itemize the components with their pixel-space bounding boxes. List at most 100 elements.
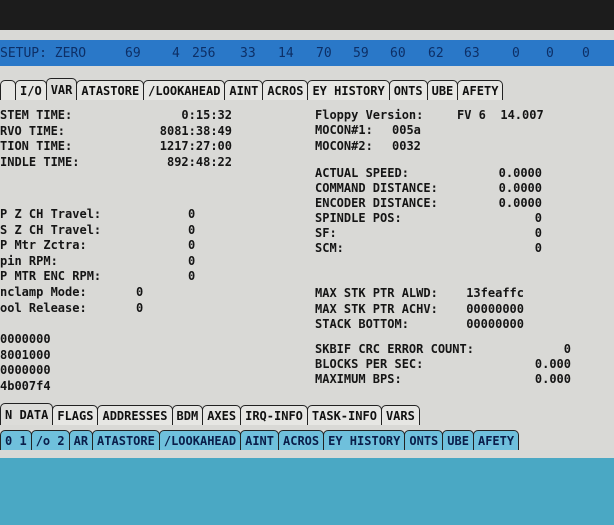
right-motion-4-label: SF: <box>315 226 337 240</box>
left-travel-1-label: S Z CH Travel: <box>0 222 102 237</box>
left-modes-0-label: nclamp Mode: <box>0 285 87 299</box>
left-times-1-value: 8081:38:49 <box>159 123 232 138</box>
tab--lookahead[interactable]: /LOOKAHEAD <box>143 80 226 100</box>
left-times-0-value: 0:15:32 <box>181 108 232 122</box>
right-stack-2-label: STACK BOTTOM: <box>315 317 409 331</box>
status-value: 4 <box>172 45 180 61</box>
right-skbif-0-value: 0 <box>563 342 571 356</box>
right-motion-0-value: 0.0000 <box>498 166 542 180</box>
right-mocon-0-value: 005a <box>392 123 421 137</box>
right-motion-1-value: 0.0000 <box>498 181 542 195</box>
tab-ube[interactable]: UBE <box>442 430 474 450</box>
setup-label: SETUP: ZERO <box>0 45 87 61</box>
status-value: 33 <box>240 45 256 61</box>
tab-afety[interactable]: AFETY <box>457 80 504 100</box>
right-motion-5-value: 0 <box>534 241 542 255</box>
tab-onts[interactable]: ONTS <box>388 80 428 100</box>
lower-tab-bar: 0 1/o 2 AR ATASTORE/LOOKAHEAD AINT ACROS EY H… <box>0 428 520 450</box>
right-mocon-1-label: MOCON#2: <box>315 138 373 153</box>
tab-var[interactable]: VAR <box>45 78 78 100</box>
right-motion-0-label: ACTUAL SPEED: <box>315 166 409 180</box>
tab-onts[interactable]: ONTS <box>404 430 444 450</box>
tab-bdm[interactable]: BDM <box>171 405 204 425</box>
tab-blank[interactable] <box>0 80 16 100</box>
tab-afety[interactable]: AFETY <box>472 430 520 450</box>
right-stack-0-label: MAX STK PTR ALWD: <box>315 286 438 300</box>
status-value: 0 <box>582 45 590 61</box>
left-hex-0: 0000000 <box>0 332 51 346</box>
tab-task-info[interactable]: TASK-INFO <box>306 405 382 425</box>
tab-ey-history[interactable]: EY HISTORY <box>307 80 390 100</box>
right-motion-3-label: SPINDLE POS: <box>315 211 402 225</box>
setup-status-bar: SETUP: ZERO 69 4 256 33 14 70 59 60 62 6… <box>0 40 614 66</box>
left-times-2-label: TION TIME: <box>0 139 73 153</box>
tab-vars[interactable]: VARS <box>380 405 420 425</box>
status-value: 256 <box>192 45 216 61</box>
tab-ey-history[interactable]: EY HISTORY <box>323 430 406 450</box>
right-skbif-1-value: 0.000 <box>534 357 571 371</box>
tab-axes[interactable]: AXES <box>202 405 242 425</box>
right-skbif-2-value: 0.000 <box>534 372 571 386</box>
tab-acros[interactable]: ACROS <box>278 430 325 450</box>
right-skbif-2-label: MAXIMUM BPS: <box>315 372 402 386</box>
left-hex-1: 8001000 <box>0 347 51 362</box>
tab-addresses[interactable]: ADDRESSES <box>97 405 173 425</box>
tab-i-o[interactable]: I/O <box>15 80 47 100</box>
status-value: 70 <box>316 45 332 61</box>
left-travel-2-label: P Mtr Zctra: <box>0 238 87 252</box>
left-travel-0-value: 0 <box>188 207 196 221</box>
left-times-3-label: INDLE TIME: <box>0 154 80 169</box>
right-stack-1-value: 00000000 <box>466 301 524 316</box>
tab-atastore[interactable]: ATASTORE <box>76 80 145 100</box>
right-stack-0-value: 13feaffc <box>466 286 524 300</box>
tab-aint[interactable]: AINT <box>240 430 279 450</box>
tab-ube[interactable]: UBE <box>426 80 459 100</box>
status-value: 0 <box>546 45 554 61</box>
tab-n-data[interactable]: N DATA <box>0 403 54 425</box>
right-mocon-1-value: 0032 <box>392 138 421 153</box>
tab--o-2[interactable]: /o 2 <box>30 430 70 450</box>
tab-aint[interactable]: AINT <box>224 80 264 100</box>
left-times-2-value: 1217:27:00 <box>159 139 232 153</box>
var-panel: STEM TIME: 0:15:32 RVO TIME: 8081:38:49 TION… <box>0 102 614 402</box>
tab-atastore[interactable]: ATASTORE <box>92 430 160 450</box>
right-skbif-0-label: SKBIF CRC ERROR COUNT: <box>315 342 474 356</box>
right-motion-2-value: 0.0000 <box>498 196 542 210</box>
control-screen: SETUP: ZERO 69 4 256 33 14 70 59 60 62 6… <box>0 30 614 525</box>
right-motion-3-value: 0 <box>534 211 542 225</box>
left-travel-0-label: P Z CH Travel: <box>0 207 102 221</box>
left-times-3-value: 892:48:22 <box>166 154 232 169</box>
status-value: 60 <box>390 45 406 61</box>
status-value: 63 <box>464 45 480 61</box>
left-travel-4-label: P MTR ENC RPM: <box>0 269 102 283</box>
left-travel-4-value: 0 <box>188 269 196 283</box>
left-hex-3: 4b007f4 <box>0 378 51 393</box>
status-value: 69 <box>125 45 141 61</box>
left-travel-2-value: 0 <box>188 238 196 252</box>
status-value: 0 <box>512 45 520 61</box>
sub-tab-bar: N DATA FLAGS ADDRESSES BDM AXES IRQ-INFO TASK-… <box>0 403 420 425</box>
left-travel-1-value: 0 <box>188 222 196 237</box>
right-skbif-1-label: BLOCKS PER SEC: <box>315 357 424 371</box>
right-stack-1-label: MAX STK PTR ACHV: <box>315 301 438 316</box>
left-travel-3-label: pin RPM: <box>0 253 58 268</box>
right-motion-1-label: COMMAND DISTANCE: <box>315 181 438 195</box>
status-value: 59 <box>353 45 369 61</box>
tab-flags[interactable]: FLAGS <box>52 405 99 425</box>
tab-0-1[interactable]: 0 1 <box>0 430 32 450</box>
bottom-panel <box>0 458 614 525</box>
right-mocon-0-label: MOCON#1: <box>315 123 373 137</box>
right-version-value: FV 6 14.007 <box>457 108 544 122</box>
tab-acros[interactable]: ACROS <box>262 80 309 100</box>
status-value: 14 <box>278 45 294 61</box>
left-modes-0-value: 0 <box>136 285 144 299</box>
right-motion-4-value: 0 <box>534 226 542 240</box>
tab-ar[interactable]: AR <box>68 430 94 450</box>
left-modes-1-label: ool Release: <box>0 300 87 315</box>
left-times-1-label: RVO TIME: <box>0 123 66 138</box>
status-value: 62 <box>428 45 444 61</box>
tab--lookahead[interactable]: /LOOKAHEAD <box>158 430 242 450</box>
left-hex-2: 0000000 <box>0 363 51 377</box>
tab-irq-info[interactable]: IRQ-INFO <box>240 405 308 425</box>
right-motion-2-label: ENCODER DISTANCE: <box>315 196 438 210</box>
